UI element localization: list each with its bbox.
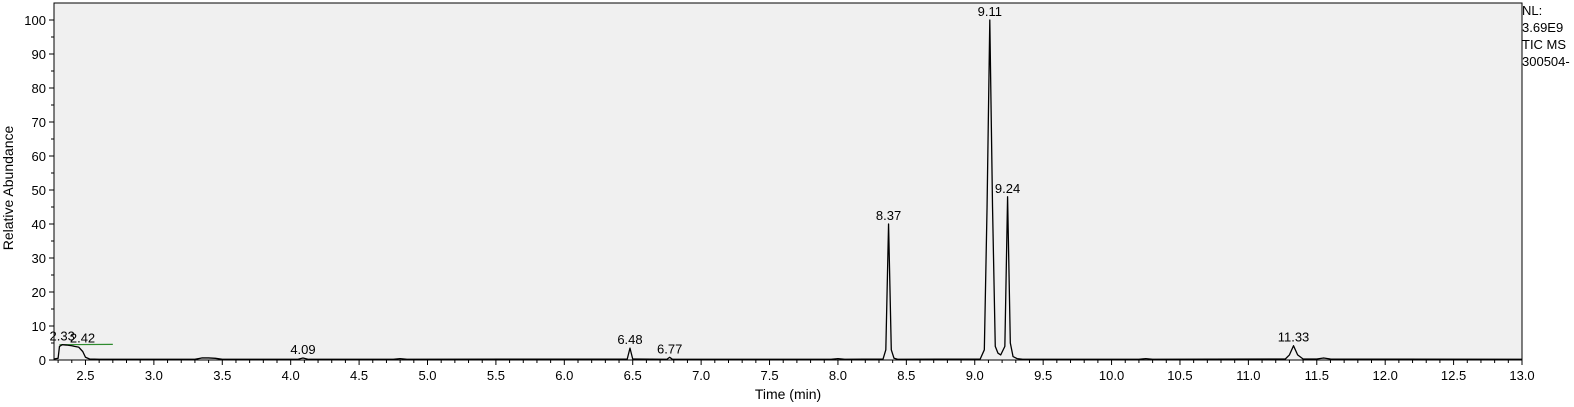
y-tick-label: 80 [32,81,46,96]
y-tick-label: 70 [32,115,46,130]
scan-filter: TIC MS [1522,37,1567,52]
x-tick-label: 3.0 [145,368,163,383]
x-tick-label: 3.5 [213,368,231,383]
series-layer [53,19,1523,360]
normalization-info: NL: 3.69E9 TIC MS 300504- [1522,2,1570,70]
series-line [53,19,1523,360]
axis-ticks: 2.5 3.0 3.5 4.0 4.5 5.0 5.5 6.0 6.5 7.0 7.5 8.0 8.5 9… [24,13,1534,383]
y-tick-label: 10 [32,319,46,334]
x-tick-label: 2.5 [76,368,94,383]
y-tick-label: 50 [32,183,46,198]
x-tick-label: 12.0 [1373,368,1398,383]
peak-label: 4.09 [290,342,315,357]
x-tick-label: 8.0 [829,368,847,383]
x-tick-label: 5.0 [418,368,436,383]
x-tick-label: 11.5 [1305,368,1329,383]
x-tick-label: 10.5 [1167,368,1192,383]
x-tick-label: 10.0 [1099,368,1124,383]
x-tick-label: 6.0 [555,368,573,383]
peak-labels: 2.332.42 4.09 6.48 6.77 8.37 9.11 9.24 11.33 [50,4,1310,357]
y-tick-label: 30 [32,251,46,266]
x-axis-label: Time (min) [755,386,821,402]
file-name: 300504- [1522,54,1570,69]
peak-label: 9.24 [995,181,1020,196]
nl-value: 3.69E9 [1522,20,1564,35]
x-tick-label: 8.5 [897,368,915,383]
x-tick-label: 12.5 [1441,368,1466,383]
peak-label: 8.37 [876,208,901,223]
peak-label: 2.33 [50,329,75,344]
x-tick-label: 4.0 [282,368,300,383]
y-tick-label: 60 [32,149,46,164]
plot-area [53,2,1523,361]
x-tick-label: 13.0 [1509,368,1534,383]
nl-label: NL: [1522,3,1543,18]
y-tick-label: 90 [32,47,46,62]
x-tick-label: 5.5 [487,368,505,383]
peak-label: 6.48 [617,332,642,347]
peak-label: 6.77 [657,341,682,356]
peak-label: 2.42 [70,330,95,345]
y-tick-label: 20 [32,285,46,300]
peak-label: 9.11 [978,4,1002,19]
x-tick-label: 9.0 [966,368,984,383]
y-axis-label: Relative Abundance [0,126,16,251]
x-tick-label: 6.5 [624,368,642,383]
x-tick-label: 9.5 [1034,368,1052,383]
peak-label: 11.33 [1278,330,1310,345]
y-tick-label: 0 [39,353,46,368]
y-tick-label: 100 [24,13,46,28]
x-tick-label: 11.0 [1236,368,1260,383]
x-tick-label: 7.5 [760,368,778,383]
y-tick-label: 40 [32,217,46,232]
x-tick-label: 7.0 [692,368,710,383]
x-tick-label: 4.5 [350,368,368,383]
